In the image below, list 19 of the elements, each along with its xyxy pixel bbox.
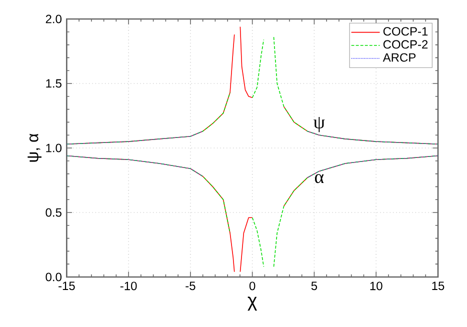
annotation: α xyxy=(314,174,324,184)
x-tick-label: 5 xyxy=(311,282,318,290)
y-tick-label: 1.5 xyxy=(46,79,62,88)
x-tick-label: -15 xyxy=(58,282,75,290)
x-tick-label: -5 xyxy=(186,282,196,290)
x-tick-label: -10 xyxy=(120,282,137,290)
annotation: ψ xyxy=(314,116,325,132)
x-axis-title: χ xyxy=(248,296,258,311)
legend-label: COCP-1 xyxy=(383,27,428,36)
legend-label: ARCP xyxy=(382,53,416,62)
y-tick-label: 2.0 xyxy=(46,14,62,24)
x-tick-label: 10 xyxy=(370,282,382,290)
x-tick-label: 0 xyxy=(249,282,256,290)
x-tick-label: 15 xyxy=(432,282,444,290)
legend-label: COCP-2 xyxy=(383,40,428,49)
y-tick-label: 1.0 xyxy=(46,144,62,152)
y-tick-label: 0.5 xyxy=(46,208,62,217)
y-axis-title: ψ, α xyxy=(28,134,42,162)
y-tick-label: 0.0 xyxy=(46,272,62,282)
